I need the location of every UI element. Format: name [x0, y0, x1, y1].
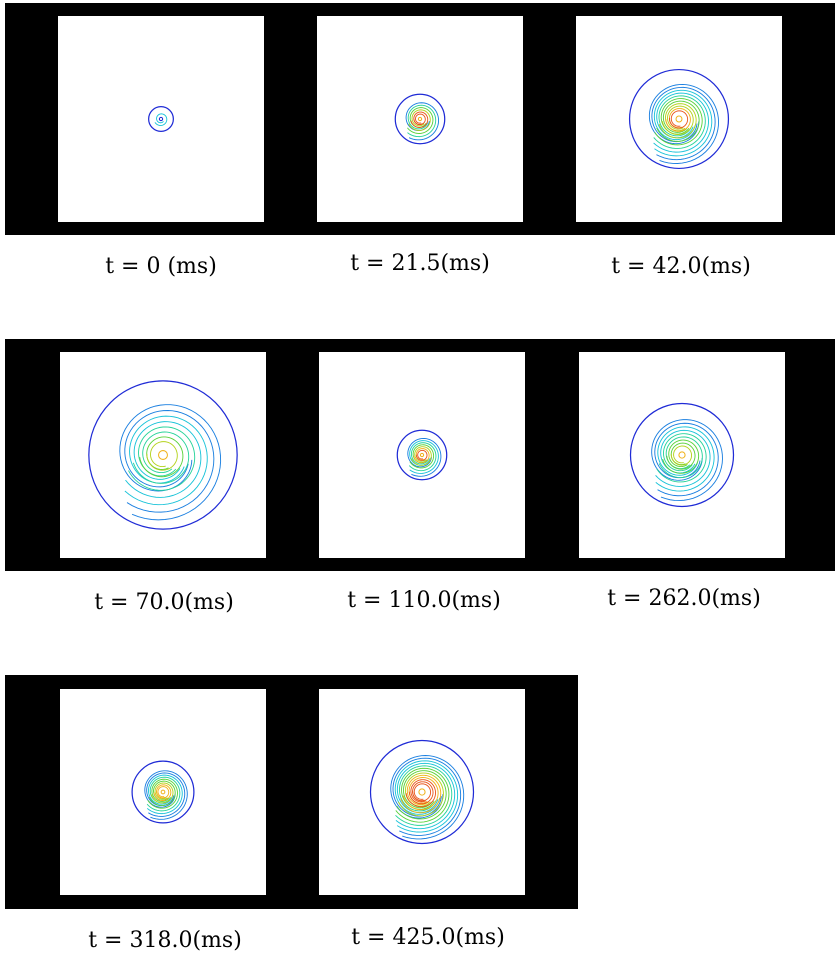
contour-line: [156, 786, 170, 799]
contour-line: [407, 437, 442, 477]
contour-line: [139, 436, 184, 478]
caption-frame-1: t = 0 (ms): [105, 254, 217, 279]
wavefront-boundary: [369, 739, 475, 845]
contour-line: [651, 419, 723, 502]
contour-line: [411, 446, 432, 466]
wavefront-boundary: [131, 760, 195, 824]
wavefront-boundary: [629, 402, 735, 508]
spiral-tip: [158, 450, 168, 460]
contour-line: [395, 765, 453, 826]
wavefront-boundary: [396, 429, 448, 481]
contour-line: [150, 782, 174, 804]
contour-line: [655, 426, 715, 492]
contour-line: [656, 433, 707, 483]
contour-line: [132, 431, 190, 484]
contour-line: [662, 439, 700, 474]
contour-line: [390, 755, 465, 840]
caption-frame-7: t = 318.0(ms): [88, 928, 242, 953]
spiral-wave-frame-3: [628, 68, 730, 170]
contour-line: [408, 442, 437, 472]
panel-frame-6: [579, 352, 785, 558]
contour-line: [661, 105, 694, 136]
contour-line: [394, 760, 459, 833]
spiral-wave-frame-6: [629, 402, 735, 508]
contour-line: [648, 83, 720, 164]
contour-line: [412, 783, 432, 802]
panel-frame-7: [60, 689, 266, 895]
spiral-wave-frame-5: [396, 429, 448, 481]
panel-frame-5: [319, 352, 525, 558]
panel-frame-2: [317, 16, 523, 222]
panel-frame-3: [576, 16, 782, 222]
contour-line: [124, 410, 215, 513]
spiral-wave-frame-7: [131, 760, 195, 824]
spiral-wave-frame-1: [148, 106, 174, 132]
spiral-tip: [160, 789, 166, 795]
spiral-tip: [158, 116, 164, 122]
panel-frame-4: [60, 352, 266, 558]
spiral-tip: [418, 788, 426, 796]
wavefront-boundary: [394, 93, 446, 145]
contour-line: [396, 770, 447, 820]
panel-frame-1: [58, 16, 264, 222]
wavefront-boundary: [628, 68, 730, 170]
contour-line: [125, 421, 202, 498]
contour-line: [144, 770, 188, 820]
contour-line: [656, 100, 700, 142]
contour-line: [413, 113, 426, 126]
spiral-tip: [419, 452, 425, 458]
contour-line: [670, 445, 693, 466]
contour-line: [668, 110, 689, 129]
caption-frame-2: t = 21.5(ms): [350, 251, 490, 276]
caption-frame-5: t = 110.0(ms): [347, 588, 501, 613]
contour-line: [653, 89, 713, 157]
contour-line: [400, 774, 442, 814]
contour-line: [146, 441, 178, 471]
caption-frame-3: t = 42.0(ms): [611, 254, 751, 279]
spiral-tip: [417, 116, 423, 122]
contour-line: [154, 113, 168, 126]
spiral-tip: [678, 451, 686, 459]
spiral-wave-frame-2: [394, 93, 446, 145]
spiral-wave-frame-4: [88, 380, 238, 530]
contour-line: [415, 449, 428, 461]
contour-line: [653, 95, 706, 149]
spiral-wave-frame-8: [369, 739, 475, 845]
contour-line: [147, 778, 178, 809]
caption-frame-4: t = 70.0(ms): [94, 590, 234, 615]
panel-frame-8: [319, 689, 525, 895]
caption-frame-6: t = 262.0(ms): [607, 586, 761, 611]
contour-line: [407, 104, 437, 138]
contour-line: [146, 774, 183, 815]
wavefront-boundary: [148, 106, 174, 132]
spiral-tip: [675, 115, 683, 123]
wavefront-boundary: [88, 380, 238, 530]
caption-frame-8: t = 425.0(ms): [351, 925, 505, 950]
contour-line: [408, 109, 431, 131]
contour-line: [405, 779, 436, 808]
